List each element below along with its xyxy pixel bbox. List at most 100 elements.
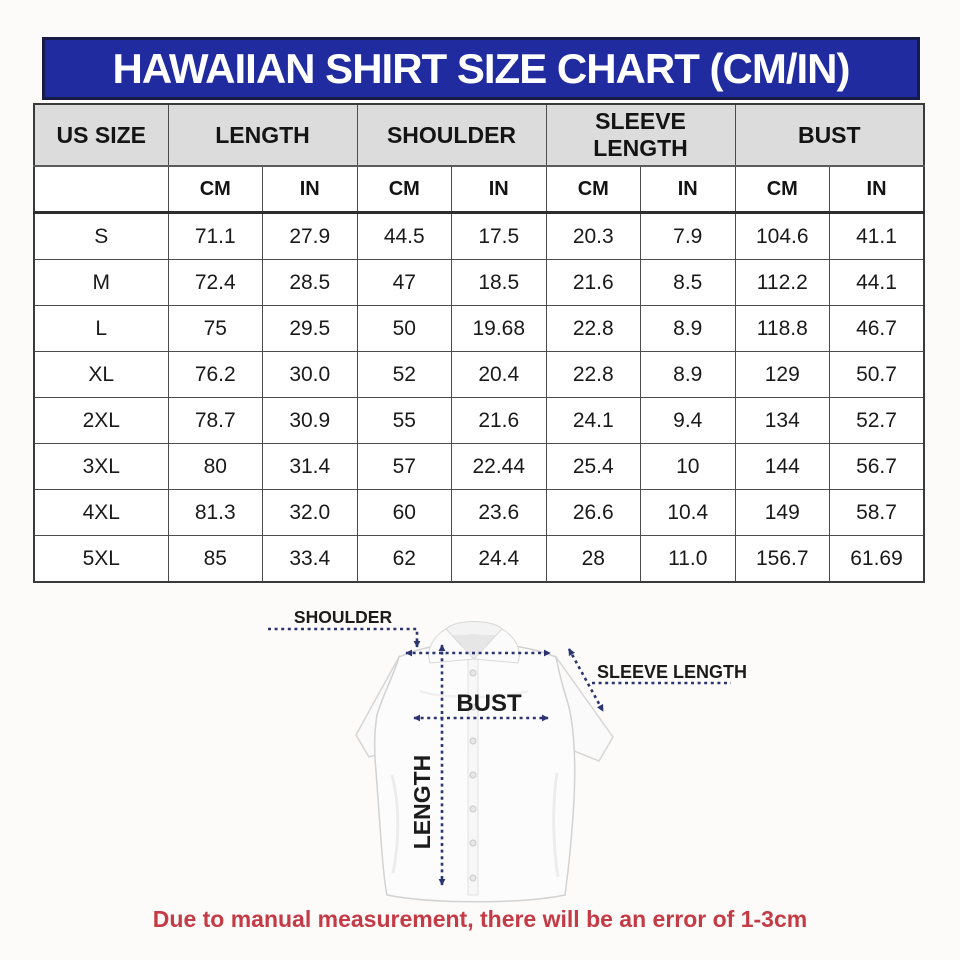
- unit-header: CM: [356, 165, 452, 214]
- size-cell: M: [33, 259, 169, 306]
- column-group-header: US SIZE: [33, 103, 169, 167]
- unit-header: CM: [545, 165, 641, 214]
- size-table: US SIZE LENGTH SHOULDER SLEEVE LENGTH BUST CM…: [33, 103, 926, 583]
- column-group-header: BUST: [734, 103, 925, 167]
- value-cell: 56.7: [829, 443, 925, 490]
- value-cell: 85: [167, 535, 263, 583]
- sleeve-length-arrow: [567, 648, 605, 712]
- value-cell: 8.5: [640, 259, 736, 306]
- value-cell: 30.9: [262, 397, 358, 444]
- value-cell: 29.5: [262, 305, 358, 352]
- value-cell: 31.4: [262, 443, 358, 490]
- value-cell: 9.4: [640, 397, 736, 444]
- shirt-fold-left: [390, 774, 400, 874]
- value-cell: 21.6: [545, 259, 641, 306]
- table-row: 5XL 85 33.4 62 24.4 28 11.0 156.7 61.69: [33, 535, 925, 583]
- bust-label: BUST: [456, 690, 522, 717]
- value-cell: 41.1: [829, 212, 925, 260]
- size-cell: S: [33, 212, 169, 260]
- value-cell: 44.1: [829, 259, 925, 306]
- value-cell: 28.5: [262, 259, 358, 306]
- value-cell: 112.2: [734, 259, 831, 306]
- value-cell: 19.68: [451, 305, 547, 352]
- value-cell: 22.8: [545, 351, 641, 398]
- value-cell: 20.3: [545, 212, 641, 260]
- table-row: L 75 29.5 50 19.68 22.8 8.9 118.8 46.7: [33, 305, 925, 352]
- table-row: S 71.1 27.9 44.5 17.5 20.3 7.9 104.6 41.1: [33, 212, 925, 260]
- value-cell: 129: [734, 351, 831, 398]
- shirt-buttons: [469, 669, 477, 882]
- value-cell: 61.69: [829, 535, 925, 583]
- unit-header: CM: [734, 165, 831, 214]
- value-cell: 47: [356, 259, 452, 306]
- unit-header: IN: [451, 165, 547, 214]
- value-cell: 134: [734, 397, 831, 444]
- measurement-diagram: SHOULDER SLEEVE LENGTH BUST LENGTH: [0, 595, 960, 910]
- unit-header: IN: [829, 165, 925, 214]
- column-group-header: SHOULDER: [356, 103, 547, 167]
- value-cell: 81.3: [167, 489, 263, 536]
- value-cell: 21.6: [451, 397, 547, 444]
- shirt-fold-right: [552, 772, 560, 878]
- value-cell: 104.6: [734, 212, 831, 260]
- size-cell: L: [33, 305, 169, 352]
- title-banner: HAWAIIAN SHIRT SIZE CHART (CM/IN): [42, 37, 920, 100]
- shirt-neck-shadow: [452, 635, 496, 657]
- value-cell: 149: [734, 489, 831, 536]
- value-cell: 50.7: [829, 351, 925, 398]
- page-title: HAWAIIAN SHIRT SIZE CHART (CM/IN): [112, 44, 851, 92]
- value-cell: 30.0: [262, 351, 358, 398]
- unit-header-blank: [33, 165, 169, 214]
- value-cell: 25.4: [545, 443, 641, 490]
- value-cell: 75: [167, 305, 263, 352]
- shirt-graphic: [355, 621, 614, 903]
- value-cell: 7.9: [640, 212, 736, 260]
- value-cell: 24.1: [545, 397, 641, 444]
- value-cell: 46.7: [829, 305, 925, 352]
- unit-header: IN: [640, 165, 736, 214]
- length-label: LENGTH: [409, 755, 435, 850]
- table-row: 4XL 81.3 32.0 60 23.6 26.6 10.4 149 58.7: [33, 489, 925, 536]
- value-cell: 27.9: [262, 212, 358, 260]
- size-table-head: US SIZE LENGTH SHOULDER SLEEVE LENGTH BUST CM…: [33, 103, 925, 214]
- value-cell: 144: [734, 443, 831, 490]
- value-cell: 71.1: [167, 212, 263, 260]
- shoulder-leader-arrow: [268, 627, 421, 648]
- value-cell: 62: [356, 535, 452, 583]
- value-cell: 33.4: [262, 535, 358, 583]
- column-group-header: LENGTH: [167, 103, 358, 167]
- value-cell: 11.0: [640, 535, 736, 583]
- size-cell: 4XL: [33, 489, 169, 536]
- value-cell: 78.7: [167, 397, 263, 444]
- size-cell: 2XL: [33, 397, 169, 444]
- table-row: M 72.4 28.5 47 18.5 21.6 8.5 112.2 44.1: [33, 259, 925, 306]
- sleeve-length-label: SLEEVE LENGTH: [597, 662, 747, 682]
- value-cell: 28: [545, 535, 641, 583]
- value-cell: 26.6: [545, 489, 641, 536]
- size-cell: 5XL: [33, 535, 169, 583]
- value-cell: 80: [167, 443, 263, 490]
- value-cell: 50: [356, 305, 452, 352]
- value-cell: 22.44: [451, 443, 547, 490]
- value-cell: 58.7: [829, 489, 925, 536]
- value-cell: 55: [356, 397, 452, 444]
- value-cell: 72.4: [167, 259, 263, 306]
- value-cell: 52: [356, 351, 452, 398]
- value-cell: 60: [356, 489, 452, 536]
- table-row: 3XL 80 31.4 57 22.44 25.4 10 144 56.7: [33, 443, 925, 490]
- table-row: XL 76.2 30.0 52 20.4 22.8 8.9 129 50.7: [33, 351, 925, 398]
- value-cell: 17.5: [451, 212, 547, 260]
- value-cell: 44.5: [356, 212, 452, 260]
- value-cell: 32.0: [262, 489, 358, 536]
- unit-header: CM: [167, 165, 263, 214]
- measurement-note: Due to manual measurement, there will be…: [152, 906, 808, 932]
- column-group-header: SLEEVE LENGTH: [545, 103, 736, 167]
- value-cell: 76.2: [167, 351, 263, 398]
- value-cell: 20.4: [451, 351, 547, 398]
- size-table-body: S 71.1 27.9 44.5 17.5 20.3 7.9 104.6 41.1 M 72.4 28…: [33, 212, 925, 583]
- value-cell: 10.4: [640, 489, 736, 536]
- table-row: 2XL 78.7 30.9 55 21.6 24.1 9.4 134 52.7: [33, 397, 925, 444]
- unit-header: IN: [262, 165, 358, 214]
- value-cell: 8.9: [640, 305, 736, 352]
